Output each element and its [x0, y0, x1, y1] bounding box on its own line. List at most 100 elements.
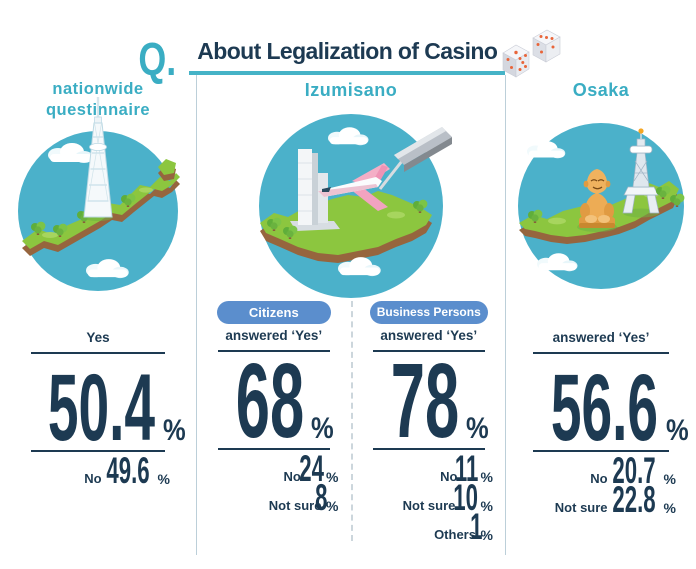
- business-persons-badge: Business Persons: [369, 301, 488, 324]
- percent-sign: %: [480, 468, 493, 485]
- percent-sign: %: [663, 499, 676, 516]
- cloud-icon: [328, 127, 369, 146]
- rinku-towers-icon: [290, 149, 340, 231]
- dice-icon: [501, 28, 563, 83]
- cloud-icon: [338, 257, 381, 277]
- sub-stat-row: Not sure 8 %: [197, 476, 351, 518]
- sub-label: No: [84, 470, 102, 486]
- sub-value: 10: [453, 476, 479, 518]
- sub-stat-row: No 11 %: [353, 447, 506, 489]
- tree-icon: [121, 193, 136, 207]
- skytree-tower-icon: [83, 97, 113, 221]
- sub-stat-row: Not sure 10 %: [353, 476, 506, 518]
- die-left: [502, 44, 530, 78]
- main-answer-label: answered ‘Yes’: [380, 328, 478, 343]
- osaka-stat: answered ‘Yes’ 56.6% No 20.7 % Not sure …: [506, 330, 696, 520]
- percent-sign: %: [466, 411, 490, 445]
- main-answer-label: answered ‘Yes’: [225, 328, 323, 343]
- citizens-badge: Citizens: [216, 301, 331, 324]
- sub-value: 1: [470, 505, 483, 547]
- izumisano-map-illustration: [259, 114, 452, 298]
- column-izumisano: Izumisano: [196, 75, 506, 555]
- sub-value: 22.8: [611, 478, 656, 520]
- percent-sign: %: [157, 470, 170, 487]
- main-answer-label: Yes: [86, 330, 110, 345]
- cloud-icon: [537, 253, 578, 272]
- tree-icon: [31, 221, 46, 235]
- divider-line: [533, 351, 669, 354]
- nationwide-stat: Yes 50.4% No 49.6 %: [0, 330, 196, 491]
- izumisano-illustration: [197, 114, 505, 301]
- sub-stats: No 24 % Not sure 8 %: [197, 447, 351, 518]
- divider-line: [372, 447, 485, 450]
- columns-row: nationwide questinnaire: [0, 75, 696, 555]
- osaka-map-illustration: [518, 123, 685, 289]
- page-title: About Legalization of Casino: [189, 40, 506, 75]
- percent-sign: %: [326, 497, 339, 514]
- sub-stats: No 49.6 %: [0, 449, 196, 491]
- tree-icon: [413, 199, 428, 213]
- business-persons-group: Business Persons answered ‘Yes’ 78% No 1…: [350, 301, 506, 547]
- sub-label: Others: [434, 526, 476, 542]
- sub-stat-row: No 24 %: [197, 447, 351, 489]
- column-nationwide: nationwide questinnaire: [0, 75, 196, 555]
- tree-icon: [267, 217, 282, 231]
- izumisano-groups: Citizens answered ‘Yes’ 68% No 24 %: [197, 301, 506, 547]
- sub-stat-row: Others 1 %: [353, 505, 506, 547]
- main-value: 68: [236, 342, 305, 461]
- main-value: 56.6: [550, 354, 658, 461]
- tree-icon: [53, 223, 68, 237]
- divider-line: [372, 349, 485, 352]
- tree-icon: [656, 185, 671, 199]
- die-right: [532, 29, 561, 63]
- sub-stats: No 20.7 % Not sure 22.8 %: [506, 452, 696, 520]
- tree-icon: [283, 225, 298, 239]
- tree-icon: [670, 193, 685, 207]
- sub-label: Not sure: [554, 499, 608, 515]
- airplane-icon: [318, 163, 390, 211]
- sub-value: 11: [455, 447, 479, 489]
- divider-line: [31, 351, 165, 354]
- divider-line: [217, 447, 330, 450]
- percent-sign: %: [480, 526, 493, 543]
- column-osaka: Osaka: [506, 75, 696, 555]
- sub-stat-row: No 49.6 %: [0, 449, 196, 491]
- tree-icon: [528, 209, 543, 223]
- percent-sign: %: [665, 413, 689, 447]
- sub-stat-row: Not sure 22.8 %: [506, 478, 696, 520]
- main-percentage: 50.4%: [0, 354, 196, 461]
- izumisano-island: [260, 191, 432, 263]
- sub-label: No: [283, 468, 301, 484]
- percent-sign: %: [162, 413, 186, 447]
- tsutenkaku-tower-icon: [622, 128, 660, 218]
- bridge-icon: [378, 127, 452, 190]
- divider-line: [533, 449, 669, 452]
- divider-line: [217, 349, 330, 352]
- main-value: 78: [391, 342, 460, 461]
- osaka-illustration: [506, 123, 696, 301]
- sub-value: 24: [299, 447, 324, 489]
- sub-stat-row: No 20.7 %: [506, 452, 696, 488]
- cloud-icon: [527, 141, 566, 159]
- main-percentage: 78%: [353, 342, 506, 461]
- citizens-group: Citizens answered ‘Yes’ 68% No 24 %: [197, 301, 351, 541]
- percent-sign: %: [663, 470, 676, 487]
- osaka-header: Osaka: [572, 80, 630, 100]
- cloud-icon: [48, 143, 93, 163]
- q-mark: Q.: [138, 33, 176, 86]
- sub-value: 8: [315, 476, 328, 518]
- main-value: 50.4: [47, 354, 155, 461]
- percent-sign: %: [326, 468, 339, 485]
- main-answer-label: answered ‘Yes’: [552, 330, 650, 345]
- main-percentage: 68%: [197, 342, 351, 461]
- sub-value: 49.6: [105, 449, 150, 491]
- sub-label: Not sure: [268, 497, 322, 513]
- sub-stats: No 11 % Not sure 10 % Others 1 %: [353, 447, 506, 547]
- header: Q. About Legalization of Casino: [0, 0, 696, 86]
- sub-label: No: [440, 468, 458, 484]
- japan-map-illustration: [18, 97, 180, 291]
- divider-line: [31, 449, 165, 452]
- izumisano-header: Izumisano: [304, 80, 398, 100]
- percent-sign: %: [311, 411, 335, 445]
